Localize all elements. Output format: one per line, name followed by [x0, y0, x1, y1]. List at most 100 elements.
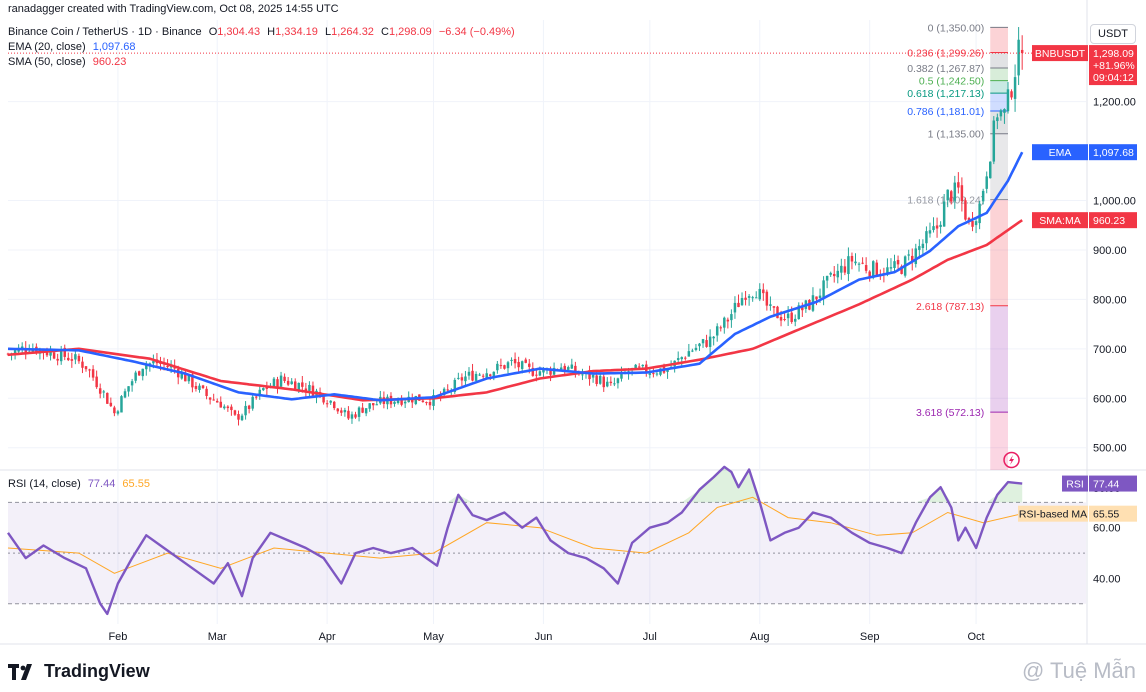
- candle-body: [460, 377, 464, 381]
- candle-body: [56, 358, 59, 361]
- candle-body: [290, 381, 293, 385]
- candle-body: [272, 378, 276, 387]
- candle-body: [737, 302, 740, 308]
- candle-body: [531, 367, 535, 376]
- price-badge-label-bg: [1032, 45, 1088, 62]
- fib-band-0: [990, 27, 1008, 53]
- candle-body: [854, 261, 857, 264]
- candle-body: [84, 366, 88, 370]
- rsi-tick-label: 60.00: [1093, 523, 1121, 535]
- currency-button[interactable]: USDT: [1090, 24, 1136, 44]
- rsi-badge-value: 77.44: [1093, 479, 1119, 491]
- tradingview-logo-icon: [8, 663, 32, 680]
- candle-body: [726, 319, 730, 322]
- candle-body: [939, 224, 942, 227]
- candle-body: [793, 318, 797, 322]
- fib-level-label-0.5: 0.5 (1,242.50): [919, 76, 984, 88]
- candle-body: [1020, 49, 1024, 54]
- candle-body: [421, 400, 425, 402]
- candle-body: [836, 270, 840, 278]
- time-tick-label: Jun: [535, 631, 553, 643]
- candle-body: [322, 394, 325, 403]
- candle-body: [896, 259, 900, 265]
- time-tick-label: Sep: [860, 631, 880, 643]
- candle-body: [712, 336, 715, 339]
- candle-body: [570, 364, 574, 369]
- candle-body: [81, 361, 84, 368]
- close-value: 1,298.09: [388, 26, 432, 38]
- candle-body: [1013, 77, 1017, 99]
- candle-body: [996, 117, 999, 122]
- price-badge-time: 09:04:12: [1093, 72, 1134, 84]
- tradingview-logo[interactable]: TradingView: [8, 661, 150, 682]
- ema-legend[interactable]: EMA (20, close) 1,097.68: [8, 41, 136, 53]
- candle-body: [120, 396, 123, 413]
- candle-body: [471, 370, 474, 381]
- candle-body: [616, 378, 620, 384]
- candle-body: [375, 404, 379, 406]
- price-tick-label: 900.00: [1093, 245, 1127, 257]
- candle-body: [230, 406, 233, 411]
- watermark-text: @ Tuệ Mẫn: [1021, 658, 1136, 683]
- candle-body: [581, 374, 584, 376]
- candle-body: [432, 395, 435, 406]
- open-value: 1,304.43: [217, 26, 261, 38]
- candle-body: [102, 391, 105, 393]
- rsi-ma-badge-label: RSI-based MA: [1019, 509, 1087, 521]
- candle-body: [1017, 39, 1020, 76]
- candle-body: [457, 377, 460, 379]
- candle-body: [510, 359, 513, 361]
- candle-body: [219, 401, 223, 408]
- candle-body: [549, 369, 552, 375]
- candle-body: [361, 407, 364, 413]
- symbol-title: Binance Coin / TetherUS · 1D · Binance: [8, 26, 202, 38]
- sma-legend[interactable]: SMA (50, close) 960.23: [8, 56, 126, 68]
- candle-body: [113, 407, 116, 414]
- time-tick-label: Jul: [643, 631, 657, 643]
- price-badge-value: 1,298.09: [1093, 48, 1134, 60]
- candle-body: [1006, 89, 1010, 112]
- candle-body: [301, 382, 304, 387]
- candle-body: [684, 357, 687, 359]
- candle-body: [857, 263, 861, 265]
- fib-band-1.618: [990, 199, 1008, 306]
- time-tick-label: Aug: [750, 631, 770, 643]
- sma-legend-value: 960.23: [92, 56, 127, 68]
- candle-body: [1010, 91, 1013, 98]
- rsi-legend[interactable]: RSI (14, close) 77.44 65.55: [8, 478, 150, 490]
- fib-level-label-1: 1 (1,135.00): [928, 129, 985, 141]
- candle-body: [336, 408, 340, 412]
- symbol-legend[interactable]: Binance Coin / TetherUS · 1D · Binance O…: [8, 26, 515, 38]
- ema-legend-value: 1,097.68: [92, 41, 136, 53]
- candle-body: [123, 391, 127, 398]
- candle-body: [372, 403, 375, 406]
- sma-badge-label-bg: [1032, 212, 1088, 229]
- candle-body: [946, 189, 949, 201]
- candle-body: [520, 361, 524, 369]
- ema-badge-label-bg: [1032, 144, 1088, 161]
- rsi-ma-badge: RSI-based MA 65.55: [1018, 505, 1137, 522]
- candle-body: [293, 381, 297, 390]
- candle-body: [141, 368, 144, 377]
- candle-body: [91, 369, 95, 378]
- candle-body: [184, 372, 187, 382]
- candle-body: [981, 190, 985, 202]
- candle-body: [191, 374, 194, 388]
- candle-body: [49, 351, 52, 356]
- candle-body: [180, 372, 183, 379]
- candle-body: [772, 306, 776, 308]
- lightning-icon-ring: [1003, 451, 1020, 469]
- candle-body: [52, 352, 56, 359]
- candle-body: [357, 407, 361, 417]
- fib-level-label-1.618: 1.618 (1,002.24): [907, 195, 984, 207]
- candle-body: [528, 363, 531, 367]
- fib-band-2.618: [990, 305, 1008, 413]
- candle-body: [70, 359, 74, 361]
- fib-band-0.236: [990, 52, 1008, 69]
- candle-body: [765, 291, 769, 306]
- candle-body: [992, 120, 996, 162]
- candle-body: [889, 267, 893, 269]
- candle-body: [574, 365, 577, 374]
